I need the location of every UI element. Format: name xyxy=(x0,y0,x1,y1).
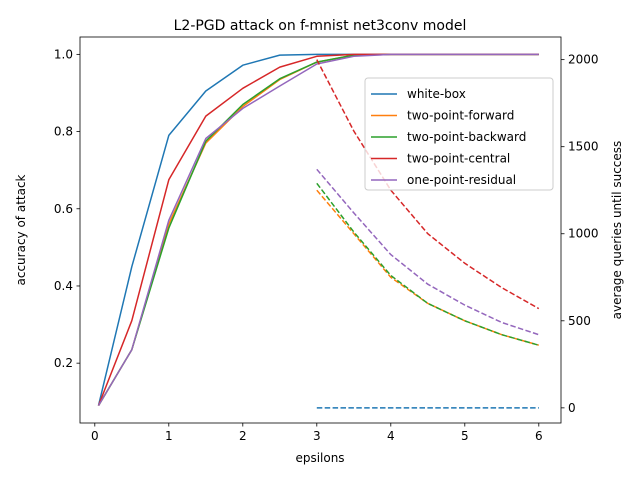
axes: 0 1 2 3 4 5 6 0.2 0.4 0.6 0.8 1.0 0 500 1000 1500 2000 xyxy=(54,36,599,443)
x-tick-label: 0 xyxy=(91,429,99,443)
legend-box xyxy=(364,77,554,191)
y2-tick-label: 0 xyxy=(568,401,576,415)
y-tick-label: 0.4 xyxy=(54,279,73,293)
legend-label-white-box: white-box xyxy=(407,87,466,101)
legend-label-one-point-residual: one-point-residual xyxy=(407,173,516,187)
x-tick-label: 4 xyxy=(387,429,395,443)
x-axis-label: epsilons xyxy=(295,451,344,465)
legend-label-two-point-central: two-point-central xyxy=(407,152,510,166)
accuracy-line-one-point-residual xyxy=(97,53,539,406)
queries-line-two-point-forward xyxy=(316,189,540,346)
y-axis-label: accuracy of attack xyxy=(14,174,28,285)
y-tick-label: 0.8 xyxy=(54,125,73,139)
y2-tick-label: 1500 xyxy=(568,140,599,154)
queries-line-two-point-central xyxy=(316,59,540,310)
x-tick-label: 3 xyxy=(313,429,321,443)
y2-axis-label: average queries until success xyxy=(610,141,624,320)
x-tick-label: 2 xyxy=(239,429,247,443)
plot-lines xyxy=(97,53,540,409)
x-tick-label: 5 xyxy=(461,429,469,443)
y-tick-label: 0.2 xyxy=(54,356,73,370)
queries-line-two-point-backward xyxy=(316,182,540,346)
y-tick-label: 1.0 xyxy=(54,47,73,61)
queries-line-one-point-residual xyxy=(316,168,540,336)
chart-title: L2-PGD attack on f-mnist net3conv model xyxy=(174,18,467,34)
y2-tick-label: 500 xyxy=(568,314,591,328)
legend-label-two-point-forward: two-point-forward xyxy=(407,109,514,123)
plot-frame xyxy=(79,36,562,424)
legend-label-two-point-backward: two-point-backward xyxy=(407,130,526,144)
x-tick-label: 6 xyxy=(535,429,543,443)
y-tick-label: 0.6 xyxy=(54,202,73,216)
x-tick-label: 1 xyxy=(165,429,173,443)
y2-tick-label: 2000 xyxy=(568,53,599,67)
legend: white-box two-point-forward two-point-back… xyxy=(364,77,554,191)
y2-tick-label: 1000 xyxy=(568,227,599,241)
